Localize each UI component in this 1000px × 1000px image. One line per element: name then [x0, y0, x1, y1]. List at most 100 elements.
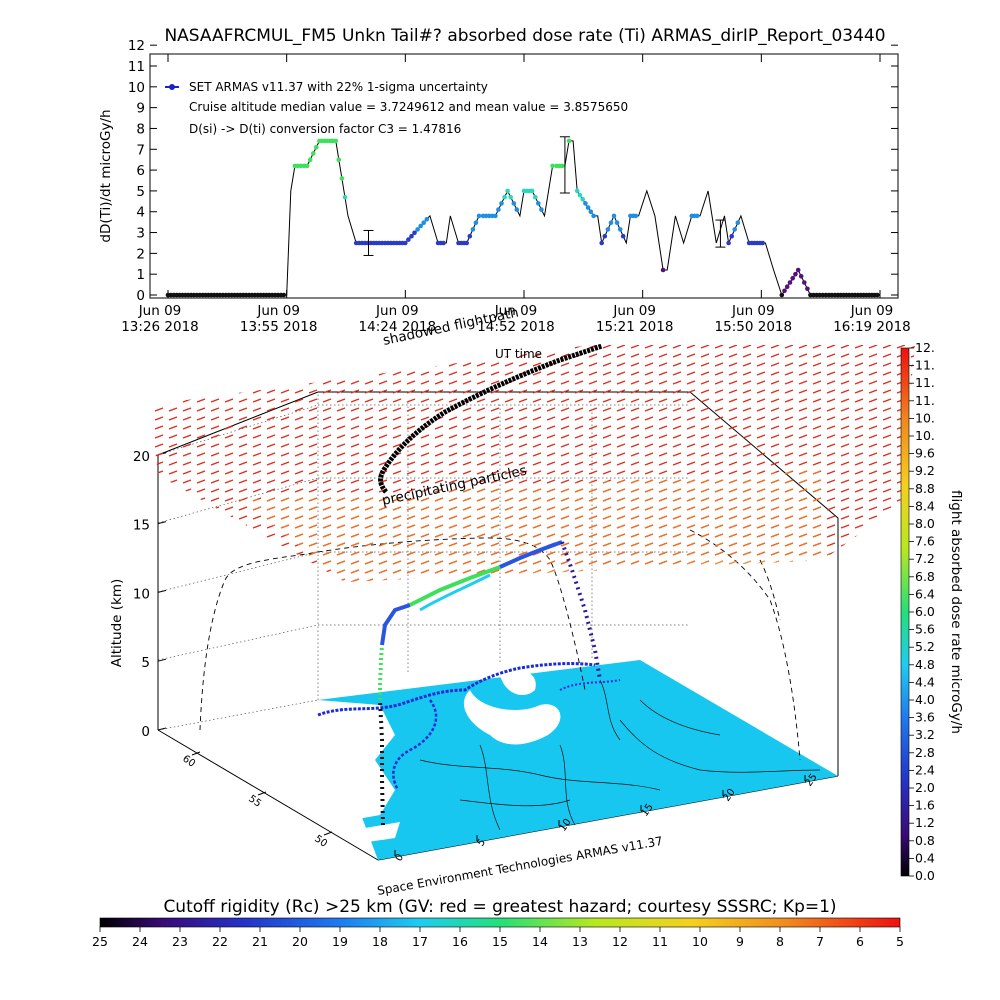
data-point	[473, 220, 479, 225]
data-point	[311, 151, 316, 156]
data-point	[805, 286, 810, 292]
data-point	[464, 240, 470, 246]
data-point	[583, 201, 588, 206]
dose-rate-tick-label: 2.4	[915, 762, 935, 777]
cutoff-rigidity-tick-label: 7	[816, 934, 824, 949]
data-point	[732, 227, 737, 232]
data-point	[514, 207, 520, 212]
dose-rate-tick-label: 0.4	[915, 850, 935, 865]
dose-rate-tick-label: 4.0	[915, 692, 935, 707]
cutoff-rigidity-tick-label: 10	[692, 934, 708, 949]
cutoff-rigidity-tick-label: 16	[452, 934, 468, 949]
data-point	[508, 194, 513, 200]
dose-rate-tick-label: 4.8	[915, 657, 935, 672]
cutoff-rigidity-tick-label: 13	[572, 934, 588, 949]
x-tick-label-date: Jun 09	[375, 303, 419, 319]
y-tick-label: 4	[136, 205, 145, 221]
data-point	[620, 233, 626, 239]
flight-path-segment	[499, 540, 563, 569]
y-tick-label: 3	[136, 226, 145, 242]
altitude-axis-label: Altitude (km)	[109, 579, 125, 668]
y-tick-label: 10	[128, 80, 145, 96]
precipitating-particles-field	[150, 345, 915, 582]
dose-rate-tick-label: 6.0	[915, 604, 935, 619]
altitude-tick-label: 10	[133, 586, 150, 602]
flight-path-3d-view: 0 5 10 15 20 Altitude (km)	[109, 305, 915, 898]
data-point	[314, 144, 319, 150]
y-tick-label: 7	[136, 142, 145, 158]
median-mean-note: Cruise altitude median value = 3.7249612…	[189, 100, 628, 114]
dose-rate-tick-label: 1.2	[915, 815, 935, 830]
latitude-tick	[323, 831, 333, 836]
data-point	[585, 205, 591, 210]
data-point	[441, 240, 446, 246]
data-point	[588, 209, 594, 214]
latitude-tick	[257, 791, 267, 796]
x-tick-label-date: Jun 09	[256, 303, 300, 319]
english-channel	[365, 822, 400, 842]
cutoff-rigidity-tick-label: 14	[532, 934, 548, 949]
data-point	[660, 267, 666, 273]
x-tick-label-time: 14:24 2018	[359, 319, 437, 335]
data-point	[476, 213, 482, 219]
cutoff-rigidity-tick-label: 23	[172, 934, 188, 949]
y-tick-label: 0	[136, 288, 145, 304]
dose-rate-tick-label: 6.8	[915, 569, 935, 584]
cutoff-rigidity-colorbar: Cutoff rigidity (Rc) >25 km (GV: red = g…	[92, 897, 904, 949]
data-point	[798, 274, 804, 279]
data-point	[406, 237, 411, 242]
cutoff-rigidity-tick-label: 12	[612, 934, 628, 949]
altitude-axis: 0 5 10 15 20	[133, 449, 167, 740]
cutoff-rigidity-tick-label: 25	[92, 934, 108, 949]
dose-rate-tick-label: 3.6	[915, 710, 935, 725]
cutoff-rigidity-tick-label: 17	[412, 934, 428, 949]
dose-rate-tick-label: 7.2	[915, 551, 935, 566]
dose-rate-tick-label: 10.	[915, 428, 935, 443]
data-point	[633, 213, 639, 219]
data-point	[533, 194, 538, 200]
flight-path-segment	[560, 541, 602, 681]
data-point	[729, 233, 734, 239]
dose-rate-tick-label: 10.	[915, 410, 935, 425]
dose-rate-tick-label: 9.6	[915, 446, 935, 461]
y-tick-label: 8	[136, 121, 145, 137]
data-point	[470, 227, 476, 232]
data-point	[336, 157, 342, 162]
longitude-tick-label: 0	[393, 852, 406, 864]
data-point	[499, 201, 504, 206]
cutoff-rigidity-tick-label: 20	[292, 934, 308, 949]
latitude-tick	[191, 751, 201, 756]
legend-text: SET ARMAS v11.37 with 22% 1-sigma uncert…	[189, 80, 488, 94]
altitude-tick-label: 0	[141, 724, 150, 740]
data-point	[605, 227, 611, 232]
data-point	[339, 176, 345, 181]
flight-path-segment	[419, 573, 491, 612]
cutoff-rigidity-tick-label: 6	[856, 934, 864, 949]
data-point	[782, 288, 787, 294]
altitude-tick-label: 5	[141, 655, 150, 671]
data-point	[502, 194, 507, 200]
chart-title: NASAAFRCMUL_FM5 Unkn Tail#? absorbed dos…	[164, 26, 885, 46]
longitude-tick-label: 5	[475, 837, 488, 849]
data-point	[802, 280, 807, 285]
flight-path	[378, 540, 602, 826]
altitude-tick	[157, 727, 167, 731]
data-point	[539, 207, 544, 212]
data-point	[779, 292, 785, 298]
data-point	[403, 240, 408, 246]
altitude-tick-label: 15	[133, 518, 150, 534]
flight-path-segment	[409, 565, 501, 607]
dose-rate-line	[168, 140, 880, 297]
cutoff-rigidity-tick-label: 11	[652, 934, 668, 949]
cutoff-rigidity-tick-label: 24	[132, 934, 148, 949]
data-point	[281, 292, 287, 298]
dose-rate-tick-label: 2.0	[915, 780, 935, 795]
x-tick-label-time: 13:26 2018	[121, 319, 199, 335]
dose-rate-tick-label: 0.8	[915, 833, 935, 848]
y-tick-label: 12	[128, 38, 145, 54]
data-point	[467, 233, 473, 239]
data-point	[412, 230, 417, 236]
